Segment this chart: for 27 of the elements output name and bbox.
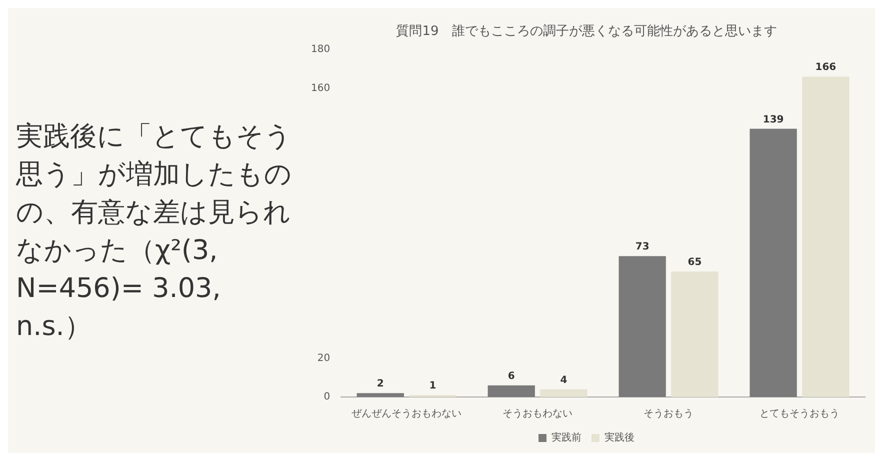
y-tick-label: 160 bbox=[310, 82, 330, 94]
x-tick-label: そうおもわない bbox=[502, 408, 573, 420]
data-label: 139 bbox=[762, 114, 784, 126]
bar bbox=[618, 256, 666, 397]
bar bbox=[671, 272, 718, 397]
y-tick-label: 20 bbox=[317, 352, 330, 364]
x-tick-label: そうおもう bbox=[644, 408, 694, 420]
data-label: 65 bbox=[688, 257, 702, 268]
x-tick-label: とてもそうおもう bbox=[760, 408, 840, 420]
data-label: 4 bbox=[560, 374, 568, 386]
data-label: 73 bbox=[635, 242, 650, 253]
bar bbox=[540, 389, 588, 397]
y-tick-label: 0 bbox=[324, 392, 330, 403]
bar bbox=[356, 393, 404, 397]
legend-label: 実践前 bbox=[552, 432, 582, 444]
chart-title: 質問19 誰でもこころの調子が悪くなる可能性があると思います bbox=[396, 24, 777, 40]
y-tick-label: 180 bbox=[310, 44, 330, 56]
bar bbox=[488, 385, 535, 397]
data-label: 6 bbox=[508, 371, 515, 382]
bar bbox=[802, 76, 850, 397]
bar bbox=[750, 128, 797, 397]
text: 実践後に「とてもそう思う」が増加したものの、有意な差は見られなかった（χ²(3, N=456)= 3.03, n.s.） bbox=[16, 120, 293, 344]
x-tick-label: ぜんぜんそうおもわない bbox=[352, 408, 462, 420]
data-label: 2 bbox=[376, 378, 384, 390]
data-label: 1 bbox=[429, 380, 436, 392]
legend-label: 実践後 bbox=[604, 432, 634, 444]
data-label: 166 bbox=[815, 62, 836, 74]
